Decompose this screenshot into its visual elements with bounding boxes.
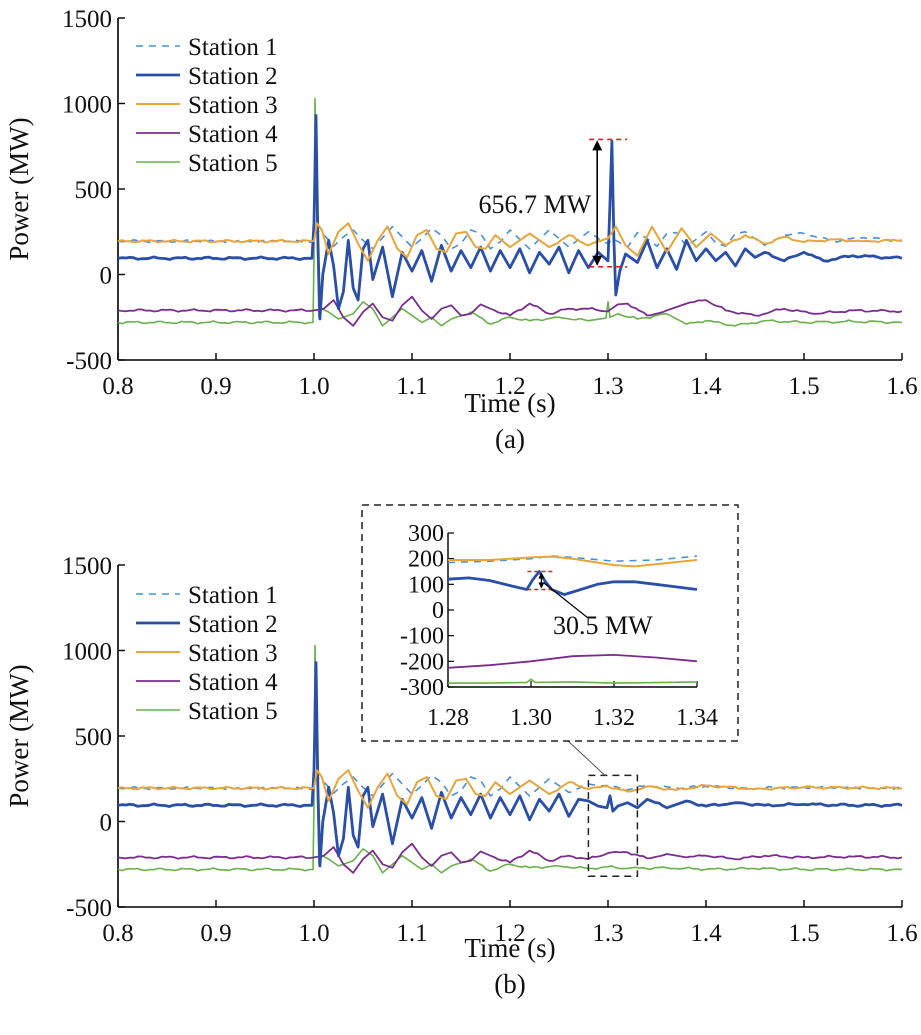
series-line-5 bbox=[117, 97, 903, 327]
panel-a-x-ticks: 0.8 0.9 1.0 1.1 1.2 1.3 1.4 1.5 1.6 bbox=[102, 353, 918, 400]
inset-annotation-label: 30.5 MW bbox=[553, 611, 653, 640]
inset-y-tick-label: 300 bbox=[408, 521, 444, 547]
y-tick-label: 1500 bbox=[62, 553, 112, 580]
series-line-2 bbox=[117, 661, 903, 868]
x-tick-label: 1.4 bbox=[690, 373, 722, 400]
y-tick-label: 1000 bbox=[62, 639, 112, 666]
legend-label-5: Station 5 bbox=[188, 150, 278, 177]
panel-a-series bbox=[117, 97, 903, 327]
x-tick-label: 1.5 bbox=[788, 373, 819, 400]
y-tick-label: -500 bbox=[66, 895, 112, 922]
inset-series-line-1 bbox=[447, 555, 698, 564]
x-tick-label: 1.4 bbox=[690, 920, 722, 947]
inset-y-tick-label: -100 bbox=[400, 624, 444, 650]
legend-label-2: Station 2 bbox=[188, 611, 278, 638]
panel-a-y-label: Power (MW) bbox=[4, 117, 34, 260]
inset-series-line-5 bbox=[448, 678, 698, 684]
panel-a-annotation: 656.7 MW bbox=[479, 138, 628, 268]
y-tick-label: 1500 bbox=[62, 6, 112, 33]
y-tick-label: 0 bbox=[100, 810, 113, 837]
panel-b-inset: 1.28 1.30 1.32 1.34 3002001000-100-200-300 … bbox=[361, 504, 739, 742]
annotation-arrow-head-down bbox=[592, 255, 603, 266]
x-tick-label: 1.2 bbox=[494, 373, 525, 400]
inset-annotation-arrow-up bbox=[538, 572, 545, 579]
panel-b-x-ticks: 0.8 0.9 1.0 1.1 1.2 1.3 1.4 1.5 1.6 bbox=[102, 900, 918, 947]
legend-label-1: Station 1 bbox=[188, 34, 278, 61]
inset-y-tick-label: -300 bbox=[400, 675, 444, 701]
panel-a-y-ticks: -500 0 500 1000 1500 bbox=[62, 6, 125, 375]
x-tick-label: 1.3 bbox=[592, 920, 623, 947]
inset-y-tick-label: -200 bbox=[400, 649, 444, 675]
panel-b-y-label: Power (MW) bbox=[4, 664, 34, 807]
inset-x-ticks: 1.28 1.30 1.32 1.34 bbox=[427, 681, 718, 731]
inset-border bbox=[361, 504, 739, 742]
annotation-label: 656.7 MW bbox=[479, 190, 592, 219]
series-line-2 bbox=[117, 114, 903, 321]
x-tick-label: 0.9 bbox=[200, 920, 231, 947]
x-tick-label: 1.6 bbox=[886, 373, 917, 400]
x-tick-label: 1.0 bbox=[298, 920, 329, 947]
x-tick-label: 1.6 bbox=[886, 920, 917, 947]
x-tick-label: 1.3 bbox=[592, 373, 623, 400]
inset-y-tick-label: 200 bbox=[408, 547, 444, 573]
panel-b-x-label: Time (s) bbox=[464, 933, 555, 963]
series-line-4 bbox=[117, 295, 903, 327]
inset-x-tick-label: 1.34 bbox=[676, 705, 718, 731]
y-tick-label: 500 bbox=[75, 724, 113, 751]
legend-label-3: Station 3 bbox=[188, 92, 278, 119]
zoom-box bbox=[587, 774, 639, 877]
panel-b-caption: (b) bbox=[494, 969, 525, 999]
legend-label-5: Station 5 bbox=[188, 698, 278, 725]
y-tick-label: 1000 bbox=[62, 92, 112, 119]
panel-b-y-ticks: -500 0 500 1000 1500 bbox=[62, 553, 125, 922]
y-tick-label: -500 bbox=[66, 348, 112, 375]
x-tick-label: 0.9 bbox=[200, 373, 231, 400]
x-tick-label: 0.8 bbox=[102, 373, 133, 400]
series-line-3 bbox=[117, 769, 903, 809]
x-tick-label: 1.2 bbox=[494, 920, 525, 947]
legend-label-1: Station 1 bbox=[188, 582, 278, 609]
panel-a: 0.8 0.9 1.0 1.1 1.2 1.3 1.4 1.5 1.6 -500 0 500 1000… bbox=[4, 6, 918, 454]
x-tick-label: 1.1 bbox=[396, 920, 427, 947]
inset-annotation-leader bbox=[543, 582, 589, 619]
series-line-1 bbox=[117, 772, 903, 797]
x-tick-label: 0.8 bbox=[102, 920, 133, 947]
inset-series-line-4 bbox=[447, 654, 698, 669]
annotation-arrow-head-up bbox=[592, 140, 603, 151]
panel-b-zoom-window bbox=[567, 740, 639, 877]
inset-y-tick-label: 0 bbox=[432, 598, 444, 624]
series-line-4 bbox=[117, 842, 903, 874]
x-tick-label: 1.5 bbox=[788, 920, 819, 947]
panel-a-caption: (a) bbox=[495, 424, 525, 454]
inset-x-tick-label: 1.28 bbox=[427, 705, 469, 731]
series-line-1 bbox=[117, 225, 903, 250]
inset-x-tick-label: 1.30 bbox=[510, 705, 552, 731]
zoom-connector bbox=[567, 740, 606, 776]
panel-a-x-label: Time (s) bbox=[464, 388, 555, 418]
inset-x-tick-label: 1.32 bbox=[593, 705, 635, 731]
series-line-3 bbox=[117, 222, 903, 262]
inset-y-tick-label: 100 bbox=[408, 572, 444, 598]
legend-label-4: Station 4 bbox=[188, 121, 278, 148]
legend-label-2: Station 2 bbox=[188, 63, 278, 90]
x-tick-label: 1.1 bbox=[396, 373, 427, 400]
series-line-5 bbox=[117, 644, 903, 874]
panel-b: 0.8 0.9 1.0 1.1 1.2 1.3 1.4 1.5 1.6 -50005001000… bbox=[4, 504, 918, 999]
legend-label-4: Station 4 bbox=[188, 669, 278, 696]
y-tick-label: 0 bbox=[100, 263, 113, 290]
y-tick-label: 500 bbox=[75, 177, 113, 204]
legend-label-3: Station 3 bbox=[188, 640, 278, 667]
inset-annotation: 30.5 MW bbox=[527, 570, 653, 640]
x-tick-label: 1.0 bbox=[298, 373, 329, 400]
inset-annotation-arrow-down bbox=[538, 582, 545, 589]
inset-series-line-3 bbox=[448, 555, 698, 568]
